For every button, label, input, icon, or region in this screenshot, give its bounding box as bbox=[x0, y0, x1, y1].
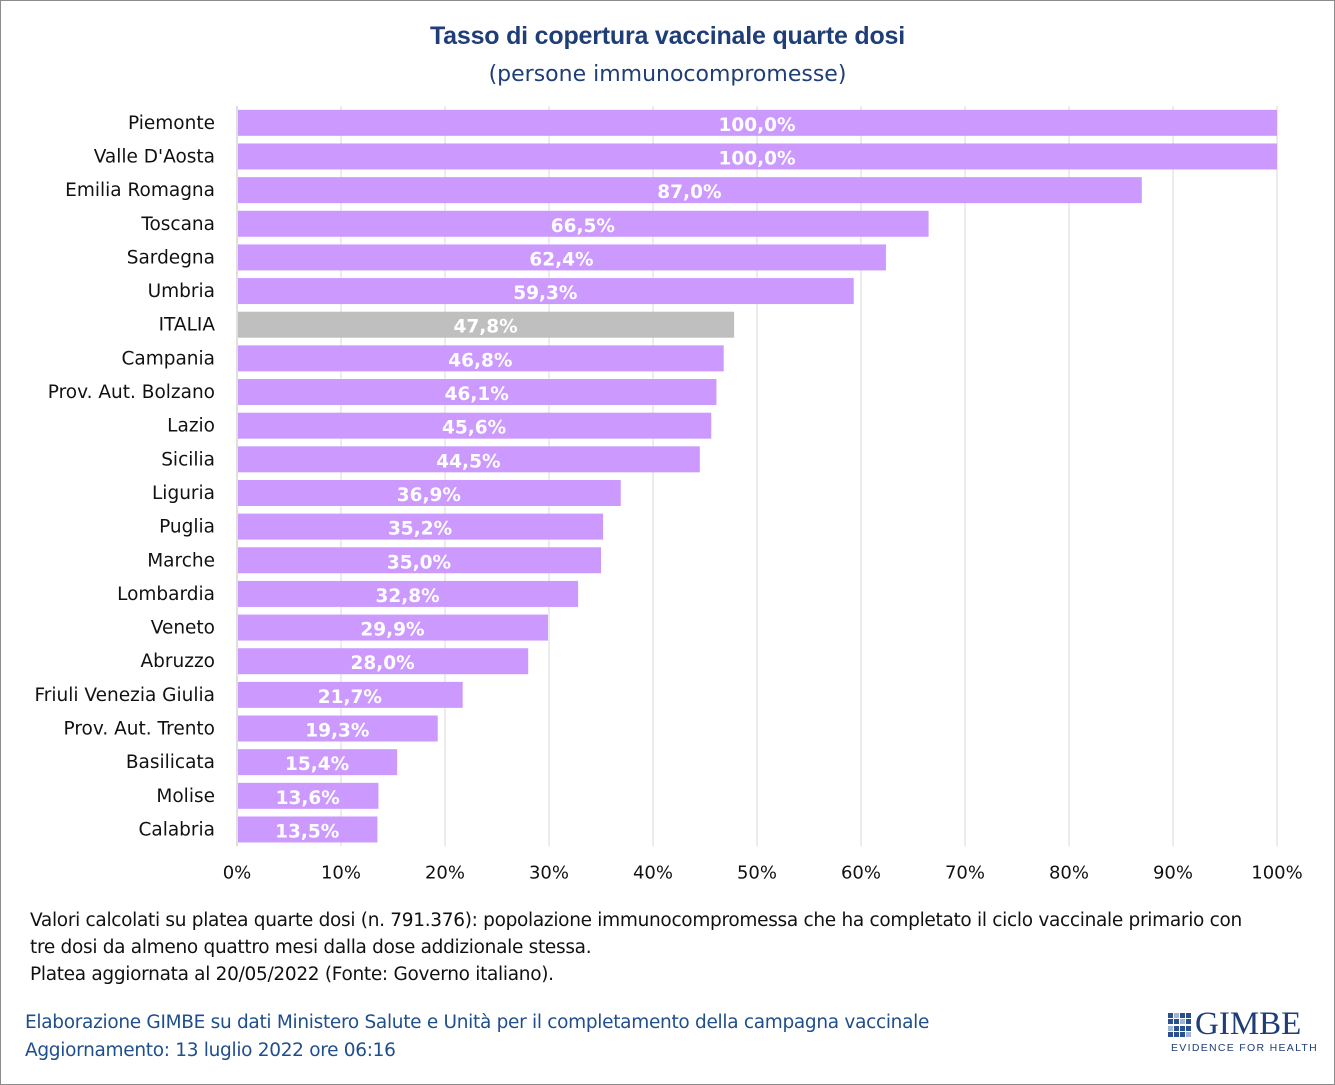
category-label: Lazio bbox=[167, 416, 215, 437]
category-label: Calabria bbox=[138, 819, 215, 840]
x-tick-label: 50% bbox=[737, 862, 777, 883]
bar bbox=[238, 143, 1277, 170]
bar bbox=[238, 547, 601, 574]
category-label: Umbria bbox=[148, 281, 215, 302]
data-label: 28,0% bbox=[351, 653, 415, 674]
x-tick-label: 80% bbox=[1049, 862, 1089, 883]
data-label: 35,2% bbox=[388, 519, 452, 540]
category-label: Abruzzo bbox=[141, 651, 215, 672]
data-label: 45,6% bbox=[442, 418, 506, 439]
data-label: 46,8% bbox=[448, 350, 512, 371]
bar bbox=[238, 412, 712, 439]
x-tick-label: 30% bbox=[529, 862, 569, 883]
data-label: 36,9% bbox=[397, 485, 461, 506]
data-label: 21,7% bbox=[318, 687, 382, 708]
category-label: Piemonte bbox=[128, 113, 215, 134]
x-tick-label: 40% bbox=[633, 862, 673, 883]
chart-title: Tasso di copertura vaccinale quarte dosi bbox=[429, 22, 906, 50]
data-label: 62,4% bbox=[529, 249, 593, 270]
bar bbox=[238, 479, 621, 506]
bar bbox=[238, 446, 700, 473]
bar bbox=[238, 177, 1142, 204]
chart-subtitle: (persone immunocompromesse) bbox=[488, 62, 847, 87]
category-label: Basilicata bbox=[126, 752, 215, 773]
data-label: 29,9% bbox=[360, 620, 424, 641]
category-label: Friuli Venezia Giulia bbox=[34, 685, 215, 706]
bar bbox=[238, 580, 579, 607]
data-label: 46,1% bbox=[445, 384, 509, 405]
category-label: Lombardia bbox=[117, 584, 215, 605]
bar bbox=[238, 513, 604, 540]
bar bbox=[238, 345, 724, 372]
x-tick-label: 100% bbox=[1251, 862, 1302, 883]
category-label: Campania bbox=[121, 348, 215, 369]
data-label: 100,0% bbox=[718, 148, 795, 169]
bar bbox=[238, 109, 1277, 136]
data-label: 13,6% bbox=[276, 788, 340, 809]
x-tick-label: 20% bbox=[425, 862, 465, 883]
data-label: 15,4% bbox=[285, 754, 349, 775]
bar bbox=[238, 614, 548, 641]
data-label: 47,8% bbox=[453, 317, 517, 338]
gimbe-logo: GIMBE EVIDENCE FOR HEALTH bbox=[1168, 1006, 1317, 1055]
bar bbox=[238, 379, 717, 406]
data-label: 19,3% bbox=[305, 721, 369, 742]
category-label: Sicilia bbox=[161, 449, 215, 470]
category-label: ITALIA bbox=[159, 315, 216, 336]
gimbe-logo-mark-icon bbox=[1168, 1013, 1192, 1037]
logo-name: GIMBE bbox=[1195, 1006, 1302, 1042]
bar bbox=[238, 715, 438, 742]
data-label: 66,5% bbox=[551, 216, 615, 237]
data-label: 32,8% bbox=[375, 586, 439, 607]
category-label: Prov. Aut. Trento bbox=[64, 719, 215, 740]
category-label: Veneto bbox=[151, 618, 215, 639]
category-label: Puglia bbox=[159, 517, 215, 538]
x-tick-label: 10% bbox=[321, 862, 361, 883]
bar bbox=[238, 210, 929, 237]
bar bbox=[238, 816, 378, 843]
bar-chart: 0% 10% 20% 30% 40% 50% 60% 70% 80% 90% 100% Piemont… bbox=[34, 106, 1303, 883]
note-line-1: Valori calcolati su platea quarte dosi (… bbox=[30, 910, 1242, 931]
bar bbox=[238, 311, 735, 338]
note-line-2: tre dosi da almeno quattro mesi dalla do… bbox=[30, 937, 592, 958]
x-tick-label: 70% bbox=[945, 862, 985, 883]
data-label: 13,5% bbox=[275, 821, 339, 842]
category-label: Sardegna bbox=[127, 247, 215, 268]
bar bbox=[238, 244, 886, 271]
bar bbox=[238, 648, 529, 675]
category-label: Marche bbox=[147, 550, 215, 571]
footer-updated: Aggiornamento: 13 luglio 2022 ore 06:16 bbox=[25, 1040, 396, 1061]
data-label: 87,0% bbox=[657, 182, 721, 203]
data-label: 35,0% bbox=[387, 552, 451, 573]
bar bbox=[238, 278, 854, 305]
footer-source: Elaborazione GIMBE su dati Ministero Sal… bbox=[25, 1012, 930, 1033]
x-tick-label: 0% bbox=[223, 862, 252, 883]
data-label: 100,0% bbox=[718, 115, 795, 136]
category-label: Prov. Aut. Bolzano bbox=[48, 382, 215, 403]
category-label: Toscana bbox=[140, 214, 215, 235]
data-label: 44,5% bbox=[436, 451, 500, 472]
bar bbox=[238, 782, 379, 809]
note-line-3: Platea aggiornata al 20/05/2022 (Fonte: … bbox=[30, 964, 554, 985]
category-label: Valle D'Aosta bbox=[94, 146, 215, 167]
logo-tagline: EVIDENCE FOR HEALTH bbox=[1171, 1042, 1319, 1054]
bar bbox=[238, 681, 463, 708]
category-label: Emilia Romagna bbox=[65, 180, 215, 201]
bar bbox=[238, 749, 398, 776]
x-tick-label: 60% bbox=[841, 862, 881, 883]
data-label: 59,3% bbox=[513, 283, 577, 304]
x-tick-label: 90% bbox=[1153, 862, 1193, 883]
category-label: Molise bbox=[156, 786, 215, 807]
category-label: Liguria bbox=[152, 483, 215, 504]
